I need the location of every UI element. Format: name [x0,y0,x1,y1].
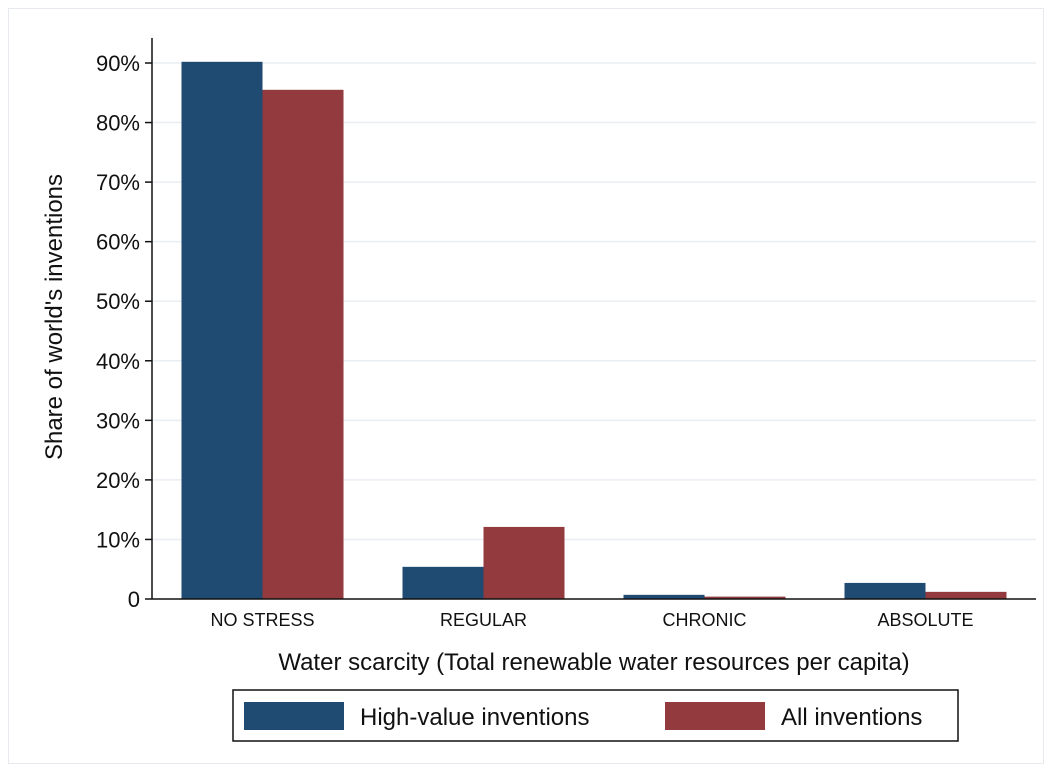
legend: High-value inventions All inventions [232,689,959,742]
bar [844,582,926,599]
y-tick-label: 70% [96,170,140,195]
y-tick-label: 80% [96,111,140,136]
bar [704,596,786,599]
bar [181,61,263,599]
bar [925,591,1007,599]
y-tick-label: 10% [96,527,140,552]
y-tick-label: 0 [128,587,140,612]
bar [402,566,484,599]
bars [181,61,1007,600]
bar [623,594,705,599]
y-tick-label: 40% [96,349,140,374]
legend-box [232,689,959,742]
x-axis-title: Water scarcity (Total renewable water re… [278,649,909,676]
legend-label-all: All inventions [781,704,922,731]
y-tick-label: 30% [96,408,140,433]
x-tick-label: CHRONIC [663,610,747,630]
y-tick-label: 20% [96,468,140,493]
legend-swatch-all [665,702,765,730]
y-axis-title: Share of world's inventions [41,174,68,460]
x-tick-label: NO STRESS [210,610,314,630]
bar [262,89,344,600]
bar [483,526,565,599]
y-tick-label: 50% [96,289,140,314]
legend-swatch-high-value [244,702,344,730]
chart-frame [8,8,1044,764]
axes: 0 10% 20% 30% 40% 50% 60% 70% 80% 90% NO STRESS REG… [96,38,1036,630]
x-tick-label: REGULAR [440,610,527,630]
legend-label-high-value: High-value inventions [360,704,589,731]
y-tick-label: 60% [96,230,140,255]
y-tick-label: 90% [96,51,140,76]
x-tick-label: ABSOLUTE [877,610,973,630]
